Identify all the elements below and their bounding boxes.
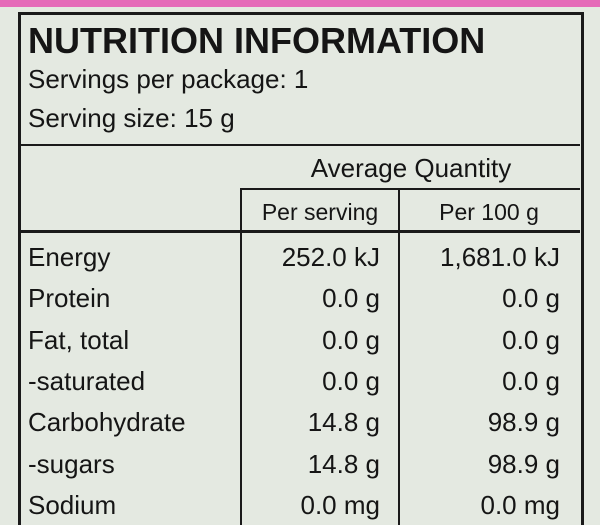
nutrient-value: 0.0 g bbox=[322, 283, 380, 314]
column-line bbox=[240, 188, 242, 525]
nutrient-value: 0.0 mg bbox=[300, 489, 381, 520]
nutrient-name: Sodium bbox=[28, 489, 117, 520]
nutrient-name: -sugars bbox=[28, 448, 115, 479]
nutrient-value: 0.0 g bbox=[502, 365, 560, 396]
group-header: Average Quantity bbox=[310, 153, 512, 183]
divider bbox=[20, 144, 580, 146]
nutrient-value: 0.0 mg bbox=[480, 489, 561, 520]
nutrient-name: -saturated bbox=[28, 365, 146, 396]
column-header: Per 100 g bbox=[439, 199, 539, 225]
label-border bbox=[18, 12, 584, 525]
servings-per-package: Servings per package: 1 bbox=[28, 64, 309, 94]
nutrient-name: Energy bbox=[28, 242, 111, 272]
nutrient-value: 98.9 g bbox=[487, 448, 560, 479]
divider bbox=[20, 230, 580, 233]
nutrient-value: 0.0 g bbox=[502, 283, 560, 314]
nutrient-name: Carbohydrate bbox=[28, 407, 186, 438]
nutrient-name: Fat, total bbox=[28, 324, 130, 355]
nutrient-value: 14.8 g bbox=[307, 448, 380, 479]
nutrient-value: 0.0 g bbox=[322, 324, 380, 355]
nutrient-value: 1,681.0 kJ bbox=[440, 242, 560, 272]
column-line bbox=[398, 188, 400, 525]
serving-size: Serving size: 15 g bbox=[28, 103, 235, 133]
column-header: Per serving bbox=[261, 199, 379, 225]
title: NUTRITION INFORMATION bbox=[28, 20, 486, 61]
divider bbox=[242, 188, 580, 190]
nutrient-value: 98.9 g bbox=[487, 407, 560, 438]
nutrient-value: 14.8 g bbox=[307, 407, 380, 438]
nutrient-value: 0.0 g bbox=[322, 365, 380, 396]
pink-strip bbox=[0, 0, 600, 7]
nutrient-value: 252.0 kJ bbox=[281, 242, 380, 272]
nutrient-value: 0.0 g bbox=[502, 324, 560, 355]
nutrient-name: Protein bbox=[28, 283, 111, 314]
